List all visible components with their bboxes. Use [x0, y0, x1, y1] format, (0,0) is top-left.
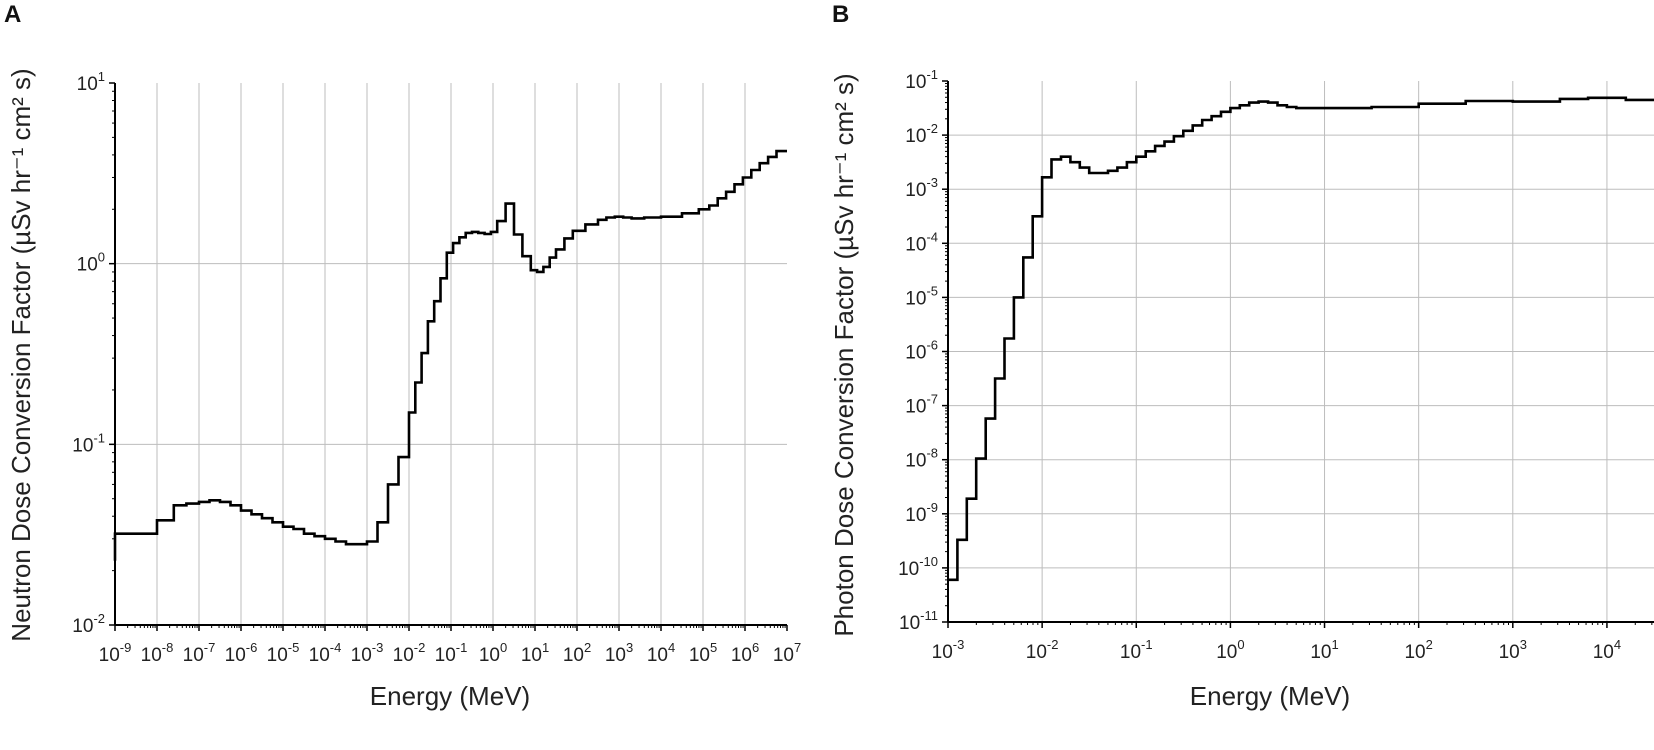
x-tick-label: 101 [1310, 637, 1338, 663]
x-tick-label: 102 [1404, 637, 1432, 663]
y-tick-label: 10-8 [905, 446, 938, 472]
panel-a-letter: A [4, 1, 21, 28]
y-tick-label: 10-2 [72, 611, 105, 637]
panel-a-x-tick-labels: 10-9 10-8 10-7 10-6 10-5 10-4 10-3 10-2 10-1 100 1… [99, 640, 802, 666]
x-tick-label: 10-4 [309, 640, 342, 666]
panel-a-x-axis-title: Energy (MeV) [370, 681, 530, 711]
x-tick-label: 104 [647, 640, 675, 666]
panel-b-x-tick-labels: 10-3 10-2 10-1 100 101 102 103 104 [932, 637, 1621, 663]
y-tick-label: 10-5 [905, 283, 938, 309]
y-tick-label: 10-4 [905, 229, 938, 255]
panel-b-letter: B [832, 1, 849, 28]
x-tick-label: 106 [731, 640, 759, 666]
panel-a-y-tick-labels: 10-2 10-1 100 101 [72, 69, 105, 637]
y-tick-label: 10-10 [898, 554, 938, 580]
x-tick-label: 10-5 [267, 640, 300, 666]
panel-a-series-line [113, 149, 787, 561]
x-tick-label: 10-8 [141, 640, 174, 666]
x-tick-label: 10-7 [183, 640, 216, 666]
panel-a-gridlines [115, 83, 787, 625]
x-tick-label: 104 [1593, 637, 1621, 663]
y-tick-label: 10-1 [905, 67, 938, 93]
x-tick-label: 10-1 [435, 640, 468, 666]
x-tick-label: 103 [1499, 637, 1527, 663]
y-tick-label: 10-2 [905, 121, 938, 147]
x-tick-label: 10-3 [351, 640, 384, 666]
panel-b-photon-chart: B 10-3 10-2 10-1 100 101 102 103 104 10-11 10-10… [829, 1, 1654, 711]
y-tick-label: 10-9 [905, 500, 938, 526]
y-tick-label: 10-11 [899, 608, 938, 634]
x-tick-label: 101 [521, 640, 549, 666]
x-tick-label: 10-3 [932, 637, 965, 663]
y-tick-label: 10-1 [72, 430, 105, 456]
x-tick-label: 100 [479, 640, 507, 666]
x-tick-label: 10-6 [225, 640, 258, 666]
panel-b-y-axis-title: Photon Dose Conversion Factor (µSv hr⁻¹ … [829, 73, 859, 636]
x-tick-label: 100 [1216, 637, 1244, 663]
y-tick-label: 10-7 [905, 392, 938, 418]
x-tick-label: 10-9 [99, 640, 132, 666]
y-tick-label: 101 [77, 69, 105, 95]
x-tick-label: 105 [689, 640, 717, 666]
panel-a-neutron-chart: A 10-9 10-8 10-7 10-6 10-5 10-4 10-3 10-2 10-1 10… [4, 1, 801, 711]
panel-b-series-line [948, 96, 1654, 582]
x-tick-label: 102 [563, 640, 591, 666]
panel-a-y-axis-title: Neutron Dose Conversion Factor (µSv hr⁻¹… [6, 68, 36, 641]
x-tick-label: 103 [605, 640, 633, 666]
panel-b-x-axis-title: Energy (MeV) [1190, 681, 1350, 711]
y-tick-label: 10-6 [905, 338, 938, 364]
panel-b-axes [942, 80, 1654, 628]
panel-b-y-tick-labels: 10-11 10-10 10-9 10-8 10-7 10-6 10-5 10-4 10-3 10… [898, 67, 938, 634]
panel-a-axes [109, 82, 788, 631]
y-tick-label: 10-3 [905, 175, 938, 201]
x-tick-label: 10-2 [393, 640, 426, 666]
x-tick-label: 10-2 [1026, 637, 1059, 663]
y-tick-label: 100 [77, 250, 105, 276]
x-tick-label: 10-1 [1120, 637, 1153, 663]
x-tick-label: 107 [773, 640, 801, 666]
panel-b-gridlines [948, 81, 1654, 622]
